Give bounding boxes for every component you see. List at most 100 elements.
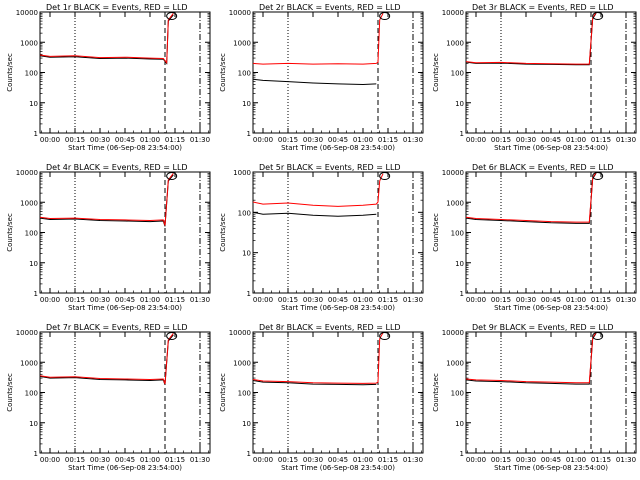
panel-title: Det 5r BLACK = Events, RED = LLD [259,163,401,172]
x-tick-label: 00:15 [491,296,511,304]
x-tick-label: 01:00 [353,456,373,464]
ellipse-annotation [379,12,391,20]
ellipse-annotation [166,332,178,340]
detector-panel-4: Det 4r BLACK = Events, RED = LLD Counts/s… [6,163,211,312]
plot-frame [39,11,211,134]
x-axis-label: Start Time (06-Sep-08 23:54:00) [494,144,608,152]
x-tick-label: 01:30 [616,456,636,464]
y-tick-label: 10 [242,250,251,258]
x-tick-label: 00:30 [303,136,323,144]
x-tick-label: 00:00 [466,296,486,304]
x-tick-label: 00:30 [303,456,323,464]
x-tick-label: 00:15 [65,136,85,144]
x-tick-label: 01:30 [403,136,423,144]
y-tick-label: 100 [451,390,464,398]
series-lld [39,333,174,385]
y-tick-label: 10000 [229,329,251,337]
panel-title: Det 7r BLACK = Events, RED = LLD [46,323,188,332]
y-tick-label: 10 [29,100,38,108]
series-events [252,78,377,86]
y-tick-label: 1 [34,450,38,458]
x-tick-label: 00:00 [40,456,60,464]
y-tick-label: 100 [25,390,38,398]
x-axis-label: Start Time (06-Sep-08 23:54:00) [68,144,182,152]
panel-title: Det 8r BLACK = Events, RED = LLD [259,323,401,332]
y-tick-label: 10000 [16,9,38,17]
x-tick-label: 00:45 [328,456,348,464]
y-axis-label: Counts/sec [6,53,14,92]
x-tick-label: 01:00 [566,296,586,304]
series-lld [39,13,174,65]
x-tick-label: 00:00 [253,136,273,144]
panel-title: Det 3r BLACK = Events, RED = LLD [472,3,614,12]
x-axis-label: Start Time (06-Sep-08 23:54:00) [494,304,608,312]
detector-panel-1: Det 1r BLACK = Events, RED = LLD Counts/s… [6,3,211,152]
x-tick-label: 00:30 [303,296,323,304]
y-tick-label: 10000 [442,169,464,177]
y-tick-label: 1000 [446,39,464,47]
detector-panel-5: Det 5r BLACK = Events, RED = LLD Counts/s… [219,163,424,312]
y-tick-label: 1 [460,290,464,298]
x-tick-label: 01:30 [190,456,210,464]
plot-frame [252,11,424,134]
y-tick-label: 1 [460,450,464,458]
x-tick-label: 01:15 [591,136,611,144]
x-axis-label: Start Time (06-Sep-08 23:54:00) [281,304,395,312]
y-tick-label: 100 [238,390,251,398]
y-tick-label: 100 [238,70,251,78]
y-tick-label: 100 [25,70,38,78]
x-tick-label: 01:00 [353,136,373,144]
x-tick-label: 00:00 [40,136,60,144]
y-tick-label: 1 [34,290,38,298]
x-tick-label: 00:00 [253,456,273,464]
series-events [252,380,377,386]
y-tick-label: 1000 [233,39,251,47]
series-events [465,173,597,224]
x-tick-label: 00:15 [491,136,511,144]
x-tick-label: 00:00 [40,296,60,304]
detector-panel-2: Det 2r BLACK = Events, RED = LLD Counts/s… [219,3,424,152]
y-axis-label: Counts/sec [432,53,440,92]
y-tick-label: 1000 [446,199,464,207]
detector-panel-6: Det 6r BLACK = Events, RED = LLD Counts/s… [432,163,637,312]
y-tick-label: 1 [247,450,251,458]
x-tick-label: 01:15 [378,136,398,144]
detector-panel-8: Det 8r BLACK = Events, RED = LLD Counts/s… [219,323,424,472]
plot-frame [39,171,211,294]
x-axis-label: Start Time (06-Sep-08 23:54:00) [281,464,395,472]
x-tick-label: 00:30 [516,136,536,144]
plot-frame [465,331,637,454]
x-tick-label: 00:15 [278,296,298,304]
y-tick-label: 1 [247,290,251,298]
x-tick-label: 01:00 [353,296,373,304]
series-events [465,13,597,66]
x-tick-label: 00:15 [491,456,511,464]
x-tick-label: 01:15 [378,456,398,464]
y-tick-label: 10000 [442,329,464,337]
y-tick-label: 100 [451,230,464,238]
x-tick-label: 00:45 [115,296,135,304]
y-tick-label: 1 [34,130,38,138]
y-axis-label: Counts/sec [219,213,227,252]
x-tick-label: 01:30 [616,136,636,144]
detector-panel-9: Det 9r BLACK = Events, RED = LLD Counts/s… [432,323,637,472]
x-tick-label: 01:15 [591,456,611,464]
y-tick-label: 1000 [233,359,251,367]
y-tick-label: 10 [455,420,464,428]
x-tick-label: 00:15 [278,456,298,464]
panel-title: Det 1r BLACK = Events, RED = LLD [46,3,188,12]
plot-frame [465,171,637,294]
y-tick-label: 1 [460,130,464,138]
y-tick-label: 1000 [20,199,38,207]
panel-title: Det 4r BLACK = Events, RED = LLD [46,163,188,172]
x-tick-label: 01:30 [403,296,423,304]
ellipse-annotation [166,12,178,20]
series-events [465,333,597,385]
x-axis-label: Start Time (06-Sep-08 23:54:00) [494,464,608,472]
x-axis-label: Start Time (06-Sep-08 23:54:00) [68,464,182,472]
y-axis-label: Counts/sec [6,373,14,412]
x-tick-label: 00:00 [466,456,486,464]
panel-title: Det 2r BLACK = Events, RED = LLD [259,3,401,12]
x-tick-label: 01:30 [190,136,210,144]
y-tick-label: 10 [242,420,251,428]
